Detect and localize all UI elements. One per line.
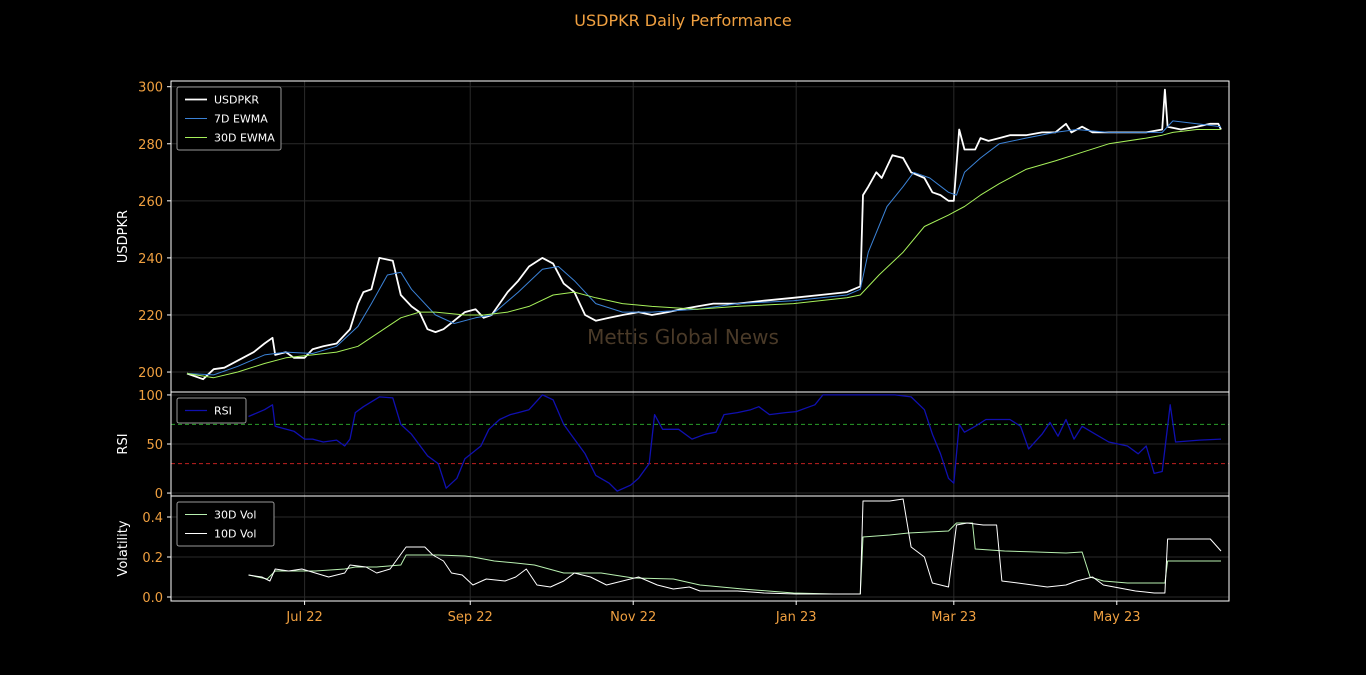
watermark: Mettis Global News	[587, 325, 779, 349]
grid-layer	[171, 81, 1229, 601]
y-axis-label-price: USDPKR	[116, 210, 131, 263]
series-line-10d-vol	[248, 498, 1222, 595]
y-tick-label: 0.4	[142, 511, 163, 526]
legend-box	[176, 397, 247, 424]
y-tick-label: 240	[138, 252, 163, 267]
chart-title: USDPKR Daily Performance	[574, 11, 792, 30]
legends-layer: USDPKR 7D EWMA 30D EWMA RSI 30D Vol 10D Vol	[176, 86, 282, 547]
y-tick-label: 200	[138, 366, 163, 381]
y-tick-label: 300	[138, 81, 163, 96]
y-axis-label-rsi: RSI	[116, 433, 131, 454]
legend-box	[176, 501, 275, 547]
labels-layer: 200 220 240 260 280 300 USDPKR 0 50 100 RSI 0.0 0.2 0…	[116, 81, 1141, 625]
legend-label: 10D Vol	[214, 528, 256, 541]
x-tick-label: Sep 22	[448, 610, 493, 625]
series-line-30d-ewma	[186, 129, 1221, 379]
y-tick-label: 280	[138, 138, 163, 153]
series-line-30d-vol	[248, 522, 1221, 595]
x-tick-label: Jan 23	[775, 610, 817, 625]
y-tick-label: 100	[138, 389, 163, 404]
x-tick-label: May 23	[1093, 610, 1141, 625]
x-tick-label: Jul 22	[285, 610, 322, 625]
marks-layer: Mettis Global News	[186, 88, 1222, 595]
y-tick-label: 220	[138, 309, 163, 324]
y-tick-label: 0.2	[142, 551, 163, 566]
y-tick-label: 260	[138, 195, 163, 210]
legend-label: 7D EWMA	[214, 113, 268, 126]
legend-vol: 30D Vol 10D Vol	[176, 501, 275, 547]
x-tick-label: Nov 22	[610, 610, 656, 625]
y-tick-label: 0	[155, 487, 163, 502]
legend-price: USDPKR 7D EWMA 30D EWMA	[176, 86, 282, 151]
legend-label: RSI	[214, 405, 232, 418]
x-tick-label: Mar 23	[931, 610, 976, 625]
y-axis-label-vol: Volatility	[116, 520, 131, 576]
legend-rsi: RSI	[176, 397, 247, 424]
series-line-rsi	[248, 394, 1222, 492]
legend-label: 30D Vol	[214, 509, 256, 522]
legend-label: 30D EWMA	[214, 132, 275, 145]
y-tick-label: 50	[146, 438, 163, 453]
legend-label: USDPKR	[214, 94, 259, 107]
legend-box	[176, 86, 282, 151]
panel-frame-vol	[170, 495, 1230, 602]
y-tick-label: 0.0	[142, 591, 163, 606]
